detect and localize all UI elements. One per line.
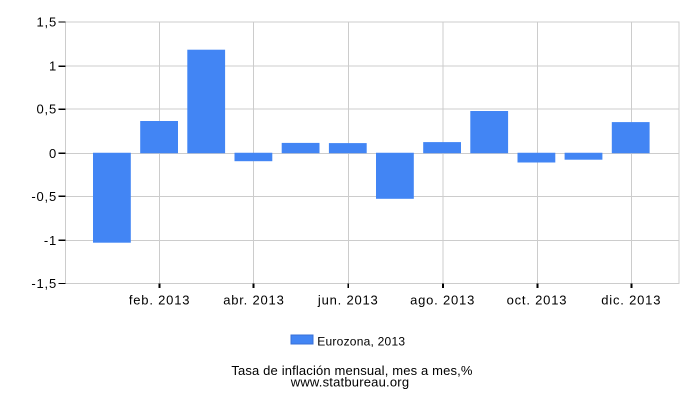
svg-text:1: 1 xyxy=(49,59,57,74)
svg-text:-0,5: -0,5 xyxy=(31,189,57,204)
svg-text:dic. 2013: dic. 2013 xyxy=(601,293,661,308)
svg-text:ago. 2013: ago. 2013 xyxy=(410,293,475,308)
svg-text:0,5: 0,5 xyxy=(37,102,57,117)
svg-text:-1,5: -1,5 xyxy=(31,276,57,291)
svg-text:jun. 2013: jun. 2013 xyxy=(317,293,379,308)
svg-text:www.statbureau.org: www.statbureau.org xyxy=(290,375,410,390)
svg-text:feb. 2013: feb. 2013 xyxy=(129,293,190,308)
svg-text:0: 0 xyxy=(49,146,57,161)
svg-text:Tasa de inflación mensual, mes: Tasa de inflación mensual, mes a mes,% xyxy=(231,363,473,378)
svg-text:oct. 2013: oct. 2013 xyxy=(507,293,568,308)
svg-text:1,5: 1,5 xyxy=(37,15,57,30)
svg-text:abr. 2013: abr. 2013 xyxy=(223,293,284,308)
svg-text:-1: -1 xyxy=(44,233,57,248)
svg-text:Eurozona, 2013: Eurozona, 2013 xyxy=(317,334,405,348)
